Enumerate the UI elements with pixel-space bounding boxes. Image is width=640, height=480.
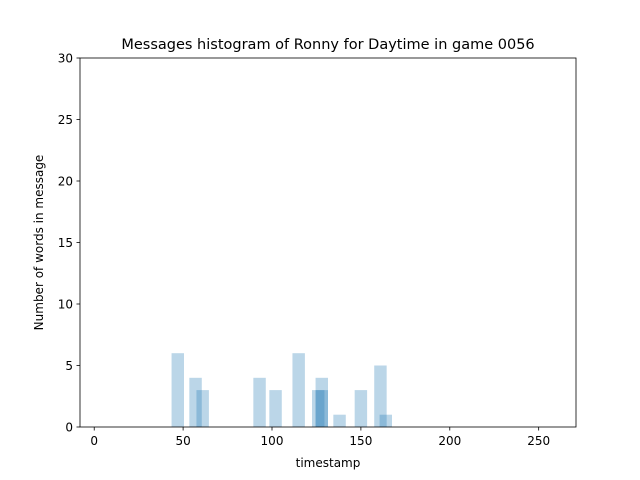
bar-4 — [269, 390, 282, 427]
y-axis-ticks: 0 5 10 15 20 25 30 — [58, 51, 80, 434]
y-tick-label-2: 10 — [58, 297, 73, 311]
bar-0 — [171, 353, 184, 427]
axes-frame — [79, 57, 577, 428]
bar-7 — [315, 377, 328, 427]
bar-1 — [189, 377, 202, 427]
bar-12 — [379, 414, 392, 427]
bars-group — [171, 353, 392, 427]
bar-11 — [374, 365, 387, 427]
bar-9 — [333, 414, 346, 427]
x-axis-ticks: 0 50 100 150 200 250 — [90, 427, 550, 448]
y-tick-label-5: 25 — [58, 113, 73, 127]
bar-8 — [315, 390, 328, 427]
y-axis-label: Number of words in message — [32, 155, 46, 331]
x-tick-label-3: 150 — [349, 434, 372, 448]
chart-title: Messages histogram of Ronny for Daytime … — [121, 37, 534, 53]
x-tick-label-2: 100 — [261, 434, 284, 448]
y-tick-label-6: 30 — [58, 51, 73, 65]
bar-10 — [354, 390, 368, 427]
y-tick-label-4: 20 — [58, 174, 73, 188]
bar-5 — [292, 353, 305, 427]
x-tick-label-1: 50 — [175, 434, 190, 448]
y-tick-label-3: 15 — [58, 236, 73, 250]
x-tick-label-5: 250 — [527, 434, 550, 448]
x-axis-label: timestamp — [296, 456, 361, 470]
bar-6 — [312, 390, 325, 427]
bar-2 — [196, 390, 209, 427]
x-tick-label-0: 0 — [90, 434, 98, 448]
y-tick-label-1: 5 — [65, 359, 73, 373]
bar-3 — [253, 377, 266, 427]
y-tick-label-0: 0 — [65, 420, 73, 434]
x-tick-label-4: 200 — [438, 434, 461, 448]
